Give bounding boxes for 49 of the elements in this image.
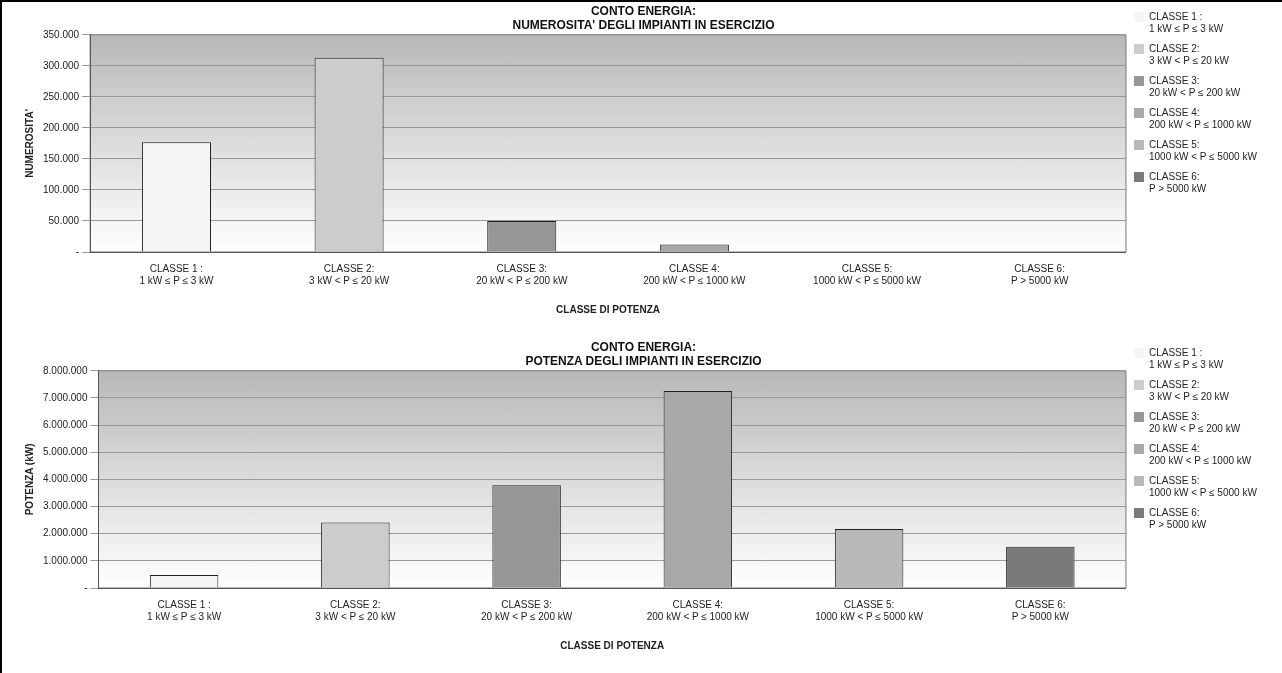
y-tick-label: - xyxy=(75,245,80,257)
legend-label: CLASSE 2: 3 kW < P ≤ 20 kW xyxy=(1148,42,1230,66)
y-tick-label: 200.000 xyxy=(42,121,80,133)
legend-label: CLASSE 1 : 1 kW ≤ P ≤ 3 kW xyxy=(1148,10,1224,34)
legend-label: CLASSE 3: 20 kW < P ≤ 200 kW xyxy=(1148,74,1241,98)
x-tick-label: CLASSE 3: 20 kW < P ≤ 200 kW xyxy=(481,598,573,622)
text: CONTO ENERGIA: xyxy=(590,3,697,18)
y-tick-label: 350.000 xyxy=(42,28,80,40)
x-tick-label: CLASSE 1 : 1 kW ≤ P ≤ 3 kW xyxy=(147,598,222,622)
y-axis-title: NUMEROSITA' xyxy=(23,108,35,178)
x-axis-title: CLASSE DI POTENZA xyxy=(560,639,665,651)
x-tick-label: CLASSE 3: 20 kW < P ≤ 200 kW xyxy=(476,262,568,286)
y-tick-label: 4.000.000 xyxy=(42,473,88,485)
y-tick-label: - xyxy=(84,581,88,593)
y-tick-label: 100.000 xyxy=(42,183,80,195)
y-tick-label: 1.000.000 xyxy=(42,554,88,566)
x-tick-label: CLASSE 6: P > 5000 kW xyxy=(1011,598,1070,622)
y-tick-label: 250.000 xyxy=(42,90,80,102)
x-tick-label: CLASSE 5: 1000 kW < P ≤ 5000 kW xyxy=(813,262,922,286)
x-tick-label: CLASSE 1 : 1 kW ≤ P ≤ 3 kW xyxy=(139,262,215,286)
legend-label: CLASSE 2: 3 kW < P ≤ 20 kW xyxy=(1148,378,1230,402)
x-axis-title: CLASSE DI POTENZA xyxy=(556,303,661,315)
text: CONTO ENERGIA: xyxy=(590,339,697,354)
x-tick-label: CLASSE 2: 3 kW < P ≤ 20 kW xyxy=(315,598,396,622)
y-tick-label: 150.000 xyxy=(42,152,80,164)
text: POTENZA DEGLI IMPIANTI IN ESERCIZIO xyxy=(525,353,762,368)
x-tick-label: CLASSE 6: P > 5000 kW xyxy=(1010,262,1069,286)
y-tick-label: 6.000.000 xyxy=(42,418,88,430)
legend-label: CLASSE 5: 1000 kW < P ≤ 5000 kW xyxy=(1148,138,1258,162)
y-tick-label: 2.000.000 xyxy=(42,527,88,539)
y-tick-label: 3.000.000 xyxy=(42,500,88,512)
x-tick-label: CLASSE 4: 200 kW < P ≤ 1000 kW xyxy=(643,262,747,286)
text: NUMEROSITA' DEGLI IMPIANTI IN ESERCIZIO xyxy=(512,17,775,32)
legend-label: CLASSE 5: 1000 kW < P ≤ 5000 kW xyxy=(1148,474,1258,498)
legend-label: CLASSE 6: P > 5000 kW xyxy=(1148,170,1207,194)
x-tick-label: CLASSE 2: 3 kW < P ≤ 20 kW xyxy=(309,262,390,286)
y-tick-label: 8.000.000 xyxy=(42,364,88,376)
y-tick-label: 50.000 xyxy=(48,214,80,226)
x-tick-label: CLASSE 4: 200 kW < P ≤ 1000 kW xyxy=(646,598,750,622)
y-axis-title: POTENZA (kW) xyxy=(23,443,35,516)
legend-label: CLASSE 4: 200 kW < P ≤ 1000 kW xyxy=(1148,442,1252,466)
y-tick-label: 300.000 xyxy=(42,59,80,71)
legend-label: CLASSE 4: 200 kW < P ≤ 1000 kW xyxy=(1148,106,1252,130)
y-tick-label: 5.000.000 xyxy=(42,446,88,457)
legend-label: CLASSE 6: P > 5000 kW xyxy=(1148,506,1207,530)
legend-label: CLASSE 3: 20 kW < P ≤ 200 kW xyxy=(1148,410,1241,434)
y-tick-label: 7.000.000 xyxy=(42,391,88,403)
x-tick-label: CLASSE 5: 1000 kW < P ≤ 5000 kW xyxy=(815,598,924,622)
legend-label: CLASSE 1 : 1 kW ≤ P ≤ 3 kW xyxy=(1148,346,1224,370)
